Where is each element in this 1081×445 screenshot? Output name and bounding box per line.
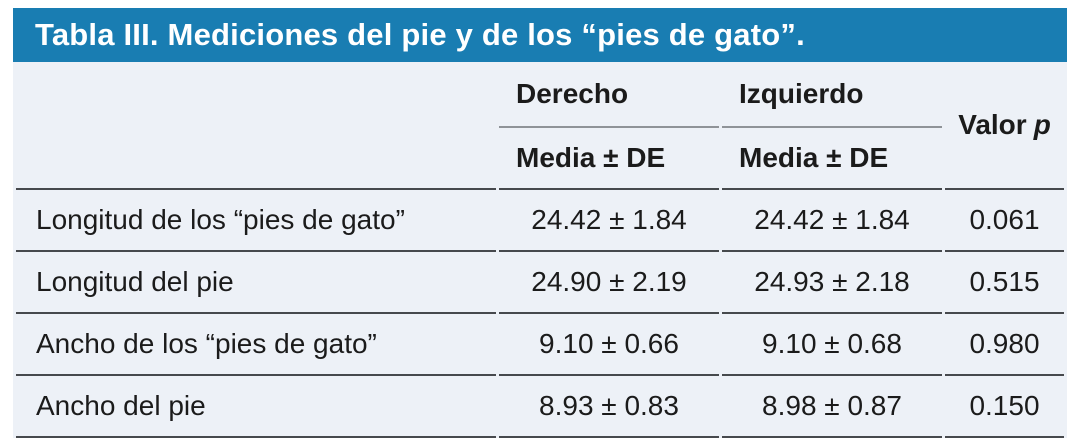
table-title-bar: Tabla III. Mediciones del pie y de los “…: [13, 8, 1067, 62]
subheader-izquierdo-media-de: Media ± DE: [722, 128, 942, 190]
p-symbol: p: [1033, 109, 1051, 140]
row-label: Ancho de los “pies de gato”: [16, 314, 496, 376]
valor-label: Valor: [958, 109, 1027, 140]
table-row-ancho-pie: Ancho del pie 8.93 ± 0.83 8.98 ± 0.87 0.…: [16, 376, 1064, 438]
header-row-media-de: Media ± DE Media ± DE: [16, 128, 1064, 190]
table-iii-card: Tabla III. Mediciones del pie y de los “…: [13, 8, 1067, 438]
subheader-empty-cell: [16, 128, 496, 190]
row-label: Ancho del pie: [16, 376, 496, 438]
derecho-value: 24.90 ± 2.19: [499, 252, 719, 314]
p-value: 0.150: [945, 376, 1064, 438]
col-header-derecho: Derecho: [499, 62, 719, 128]
row-label: Longitud de los “pies de gato”: [16, 190, 496, 252]
izquierdo-value: 24.42 ± 1.84: [722, 190, 942, 252]
table-title: Tabla III. Mediciones del pie y de los “…: [35, 17, 805, 52]
header-empty-cell: [16, 62, 496, 128]
izquierdo-value: 9.10 ± 0.68: [722, 314, 942, 376]
izquierdo-value: 24.93 ± 2.18: [722, 252, 942, 314]
p-value: 0.515: [945, 252, 1064, 314]
measurements-table: Derecho Izquierdo Valor p Media ± DE Medi…: [13, 62, 1067, 438]
izquierdo-value: 8.98 ± 0.87: [722, 376, 942, 438]
col-header-izquierdo: Izquierdo: [722, 62, 942, 128]
derecho-value: 24.42 ± 1.84: [499, 190, 719, 252]
header-row-sides: Derecho Izquierdo Valor p: [16, 62, 1064, 190]
derecho-value: 8.93 ± 0.83: [499, 376, 719, 438]
table-row-longitud-pies-de-gato: Longitud de los “pies de gato” 24.42 ± 1…: [16, 190, 1064, 252]
subheader-derecho-media-de: Media ± DE: [499, 128, 719, 190]
col-header-valor-p: Valor p: [945, 62, 1064, 190]
p-value: 0.061: [945, 190, 1064, 252]
row-label: Longitud del pie: [16, 252, 496, 314]
table-row-ancho-pies-de-gato: Ancho de los “pies de gato” 9.10 ± 0.66 …: [16, 314, 1064, 376]
p-value: 0.980: [945, 314, 1064, 376]
derecho-value: 9.10 ± 0.66: [499, 314, 719, 376]
table-row-longitud-pie: Longitud del pie 24.90 ± 2.19 24.93 ± 2.…: [16, 252, 1064, 314]
